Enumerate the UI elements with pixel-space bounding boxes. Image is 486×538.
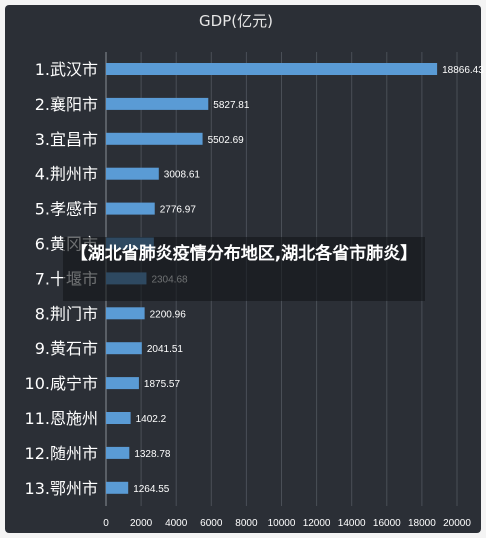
x-tick-label: 12000 xyxy=(303,518,331,529)
x-tick-label: 14000 xyxy=(338,518,366,529)
x-tick-label: 10000 xyxy=(268,518,296,529)
value-label: 5502.69 xyxy=(208,135,245,146)
value-label: 18866.43 xyxy=(442,65,484,76)
x-tick-label: 2000 xyxy=(130,518,153,529)
bar xyxy=(106,97,209,110)
value-label: 2776.97 xyxy=(160,205,197,216)
value-label: 2041.51 xyxy=(147,344,184,355)
value-label: 3008.61 xyxy=(164,170,201,181)
value-label: 1402.2 xyxy=(136,414,167,425)
bar xyxy=(106,377,139,390)
bar xyxy=(106,132,203,145)
value-label: 1264.55 xyxy=(133,484,170,495)
bar xyxy=(106,63,438,75)
value-label: 2200.96 xyxy=(150,309,187,320)
category-label: 13.鄂州市 xyxy=(25,479,98,498)
caption-overlay: 【湖北省肺炎疫情分布地区,湖北各省市肺炎】 xyxy=(63,237,425,301)
bar xyxy=(106,307,145,320)
x-tick-label: 8000 xyxy=(235,518,258,529)
value-label: 5827.81 xyxy=(213,100,250,111)
category-label: 4.荆州市 xyxy=(35,165,98,184)
category-label: 5.孝感市 xyxy=(35,200,98,219)
x-tick-label: 0 xyxy=(103,518,109,529)
category-label: 8.荆门市 xyxy=(35,304,98,323)
chart-title: GDP(亿元) xyxy=(199,12,273,30)
category-label: 2.襄阳市 xyxy=(35,95,98,114)
x-tick-label: 4000 xyxy=(165,518,188,529)
category-label: 3.宜昌市 xyxy=(35,130,98,149)
category-label: 9.黄石市 xyxy=(35,339,98,358)
bar xyxy=(106,446,130,459)
value-label: 1875.57 xyxy=(144,379,181,390)
category-label: 1.武汉市 xyxy=(35,60,98,79)
bar xyxy=(106,167,159,180)
caption-text: 【湖北省肺炎疫情分布地区,湖北各省市肺炎】 xyxy=(70,244,418,264)
value-label: 1328.78 xyxy=(134,449,171,460)
category-label: 12.随州市 xyxy=(25,444,98,463)
x-tick-label: 16000 xyxy=(373,518,401,529)
x-tick-label: 20000 xyxy=(443,518,471,529)
category-label: 10.咸宁市 xyxy=(25,374,98,393)
x-tick-label: 6000 xyxy=(200,518,223,529)
category-label: 11.恩施州 xyxy=(25,409,98,428)
x-tick-label: 18000 xyxy=(408,518,436,529)
bar xyxy=(106,412,131,424)
bar xyxy=(106,481,129,494)
bar xyxy=(106,342,142,355)
bar xyxy=(106,202,155,215)
